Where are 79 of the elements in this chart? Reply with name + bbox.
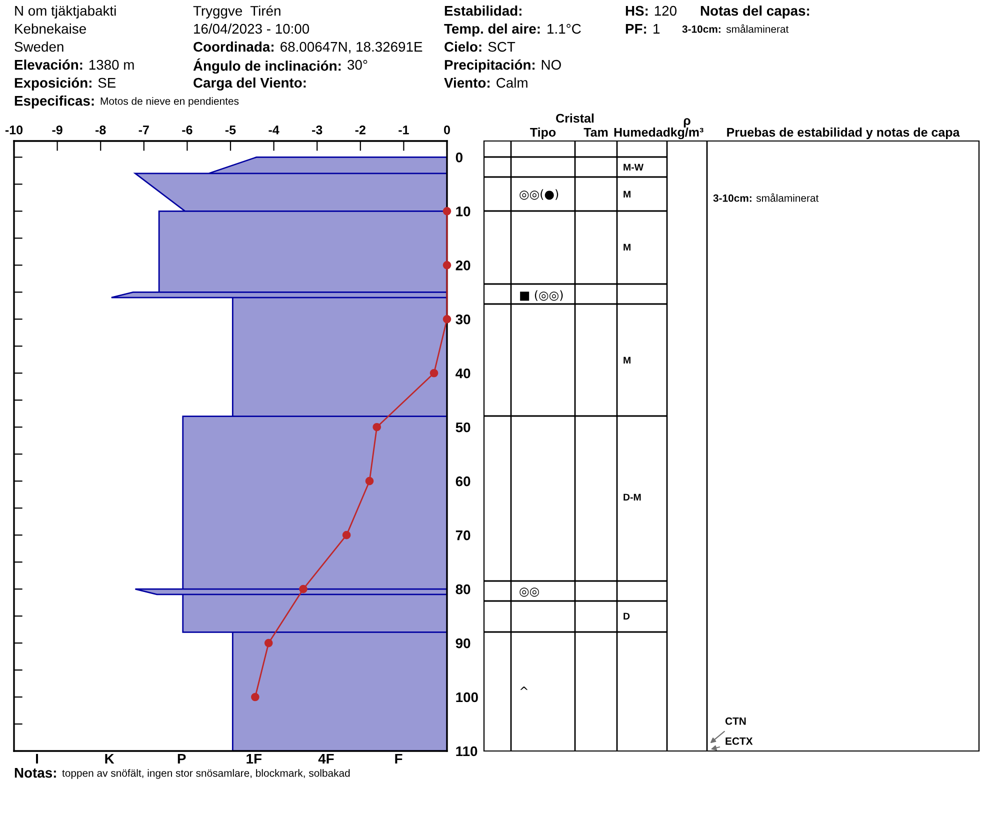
x-tick-label: -9 [52,126,62,134]
point [372,422,382,432]
point [430,368,438,378]
category-label: Humedad [614,128,670,137]
text: M [624,356,630,364]
category-label: Tam [584,128,608,137]
y-tick-label: 30 [456,314,470,324]
point [442,207,452,216]
text: ◎◎ [520,588,539,597]
text: ◎◎(●) [520,189,558,200]
y-tick-label: 70 [456,530,470,540]
y-tick-label: 80 [456,584,470,594]
point [442,260,452,270]
text: Sweden [14,42,64,52]
text: 16/04/2023 - 10:00 [194,24,310,34]
text: D-M [624,494,641,501]
text: M [624,190,630,198]
category-label: ρ kg/m³ [671,118,704,140]
text: Tryggve Tirén [193,5,280,19]
x-tick-label: -8 [96,126,106,134]
y-tick-label: 40 [456,368,470,378]
text: Temp. del aire: 1.1°C [444,24,581,36]
text: Precipitación: NO [444,59,561,73]
x-tick-label: 0 [444,126,450,134]
text: N om tjäktjabakti [15,6,116,18]
text: 3-10cm: smålaminerat [713,193,819,202]
text: F [395,754,402,764]
x-tick-label: -10 [5,126,23,134]
y-tick-label: 10 [456,206,470,216]
point [264,638,273,648]
text: Ángulo de inclinación: 30° [193,58,368,74]
text: Coordinada: 68.00647N, 18.32691E [194,42,422,54]
text: ■ (◎◎) [520,290,563,301]
y-tick-label: 50 [456,422,470,432]
text: Exposición: SE [14,77,116,91]
point [442,314,452,324]
text: Elevación: 1380 m [14,59,134,70]
y-tick-label: 0 [456,152,462,162]
text: ^ [520,686,528,690]
text: ECTX [726,737,753,745]
text: 1F [246,754,262,764]
text: PF: 1 [626,24,660,34]
text: P [178,754,186,764]
text: Viento: Calm [444,78,528,88]
text: HS:120 [626,6,677,16]
text: Cielo: SCT [444,42,516,52]
x-tick-label: -2 [355,126,366,134]
text: D [624,612,630,620]
text: K [105,754,114,764]
point [365,476,374,486]
x-tick-label: -5 [225,126,236,134]
text: M-W [624,164,644,171]
text: Notas del capas: [700,6,810,18]
text: Carga del Viento: [194,77,306,91]
text: CTN [725,717,746,725]
x-tick-label: -6 [182,126,192,134]
point [251,692,260,702]
text: 3-10cm: smålaminerat [682,24,789,33]
point [299,584,308,594]
category-label: Tipo [530,128,556,140]
x-tick-label: -3 [312,126,322,134]
category-label: Pruebas de estabilidad y notas de capa [727,128,960,140]
text: Estabilidad: [444,6,522,16]
text: Kebnekaise [15,24,86,34]
text: M [624,244,630,251]
point [342,530,351,540]
y-tick-label: 110 [456,746,478,756]
text: Notas: toppen av snöfält, ingen stor snösamlare, blockmark, solbakad [14,768,350,779]
text: I [36,754,38,764]
x-tick-label: -7 [138,126,149,134]
y-tick-label: 100 [456,692,478,702]
text: Cristal [556,113,594,123]
text: 4F [318,754,334,764]
x-tick-label: -4 [268,126,280,134]
x-tick-label: -1 [398,126,409,134]
y-tick-label: 60 [456,476,470,486]
text: Especificas: Motos de nieve en pendientes [14,96,239,108]
y-tick-label: 20 [456,260,470,270]
y-tick-label: 90 [456,638,470,648]
